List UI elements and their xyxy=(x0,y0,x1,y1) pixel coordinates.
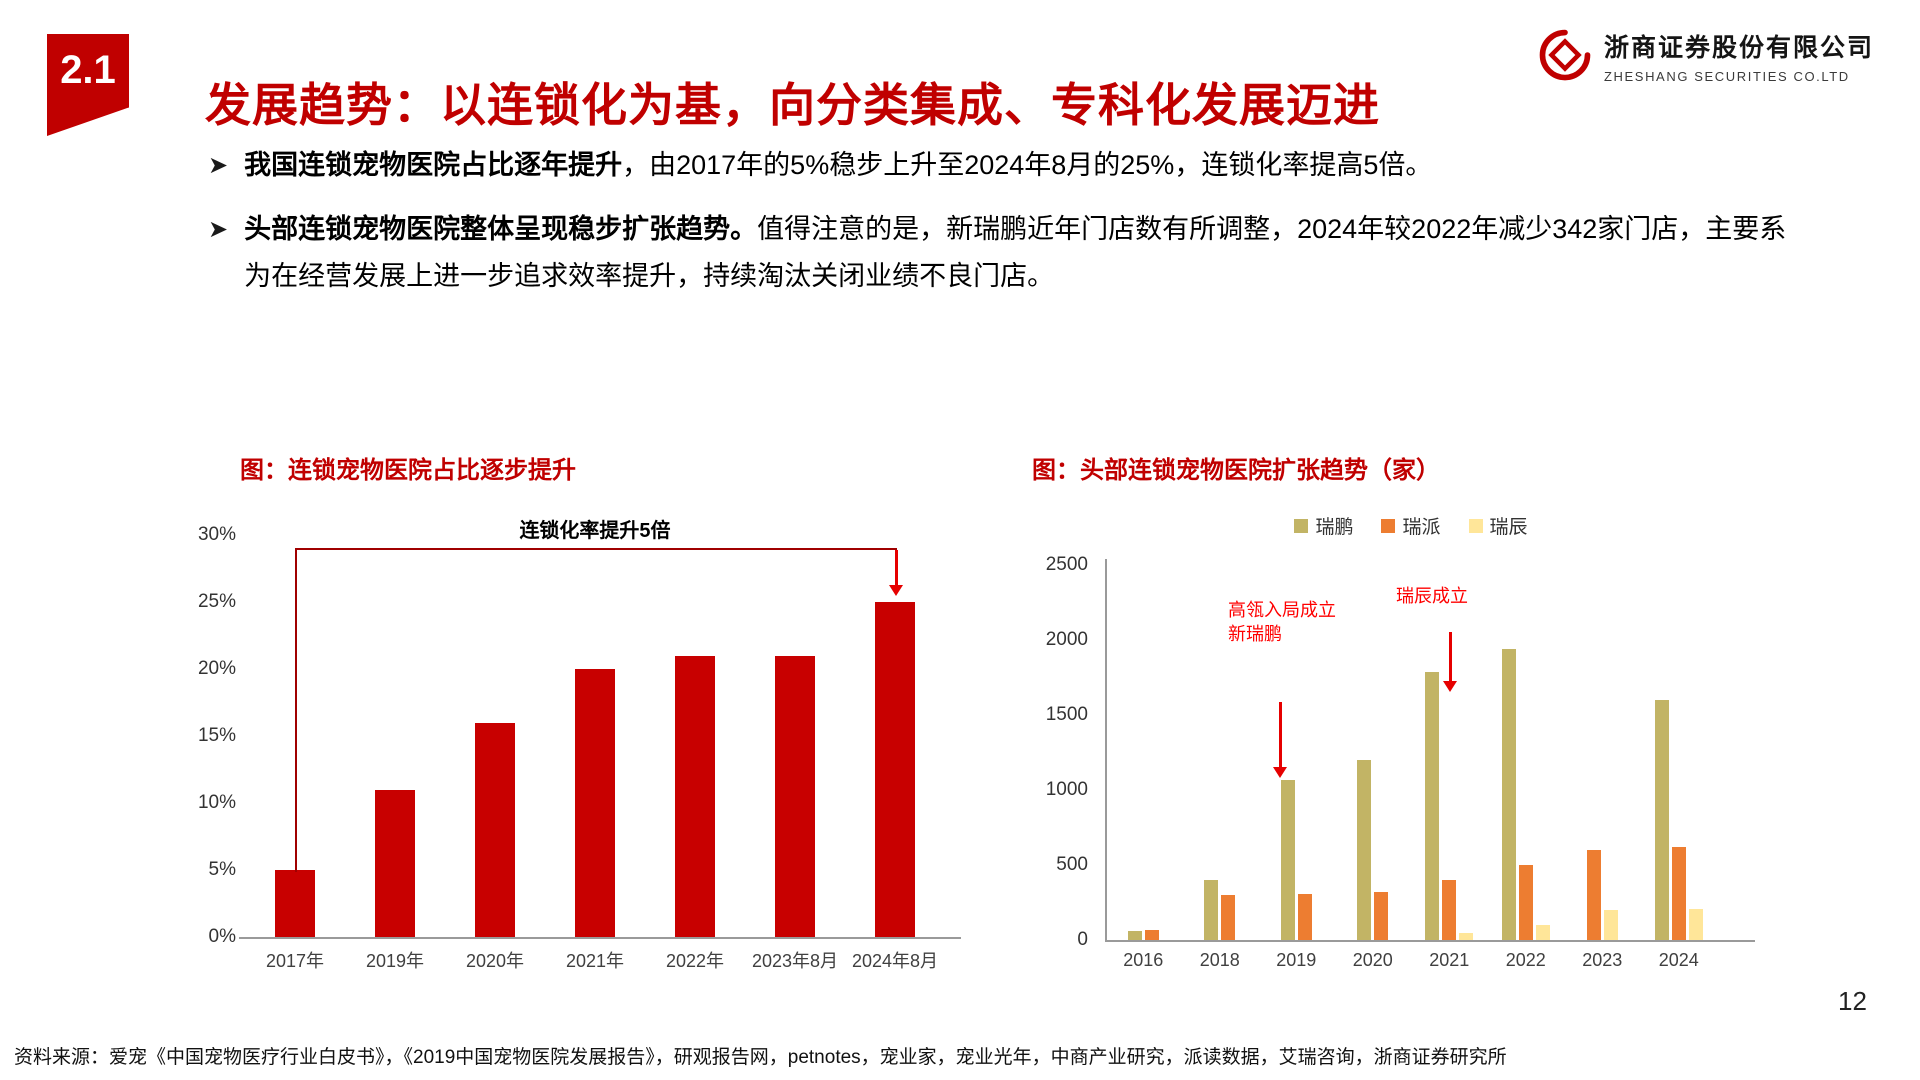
legend-swatch-icon xyxy=(1468,518,1483,533)
y-axis-label: 2000 xyxy=(1045,629,1088,650)
bar xyxy=(1280,779,1295,940)
y-axis-line xyxy=(1105,559,1107,942)
x-axis-label: 2023 xyxy=(1582,950,1623,970)
x-axis-label: 2017年 xyxy=(265,951,325,971)
bullet-arrow-icon: ➤ xyxy=(208,152,229,179)
bullet-text: 头部连锁宠物医院整体呈现稳步扩张趋势。值得注意的是，新瑞鹏近年门店数有所调整，2… xyxy=(244,206,1808,301)
bullet-rest-text: 值得注意的是，新瑞鹏近年门店数有所调整，2024年较2022年减少342家门店，… xyxy=(244,214,1787,292)
bullet-item-1: ➤ 我国连锁宠物医院占比逐年提升，由2017年的5%稳步上升至2024年8月的2… xyxy=(208,142,1808,190)
y-axis-label: 20% xyxy=(197,658,236,679)
x-axis-label: 2019 xyxy=(1276,950,1317,970)
y-axis-label: 0 xyxy=(1077,929,1088,950)
bar xyxy=(375,789,415,937)
y-axis-label: 0% xyxy=(208,926,236,947)
legend-item: 瑞辰 xyxy=(1468,512,1528,539)
annotation-gaoling: 高瓴入局成立 新瑞鹏 xyxy=(1228,600,1336,645)
x-axis-label: 2016 xyxy=(1123,950,1164,970)
y-axis-label: 10% xyxy=(197,792,236,813)
bar xyxy=(1654,700,1669,940)
page-number: 12 xyxy=(1838,986,1867,1016)
y-axis-label: 2500 xyxy=(1045,554,1088,575)
y-axis-label: 15% xyxy=(197,725,236,746)
y-axis-label: 5% xyxy=(208,859,236,880)
bullet-item-2: ➤ 头部连锁宠物医院整体呈现稳步扩张趋势。值得注意的是，新瑞鹏近年门店数有所调整… xyxy=(208,206,1808,301)
bullet-bold-text: 我国连锁宠物医院占比逐年提升 xyxy=(244,150,623,180)
x-axis-label: 2021年 xyxy=(565,951,625,971)
bar xyxy=(775,655,815,937)
company-name-block: 浙商证券股份有限公司 ZHESHANG SECURITIES CO.LTD xyxy=(1604,28,1874,84)
x-axis-label: 2022年 xyxy=(665,951,725,971)
annotation-bracket xyxy=(295,548,897,872)
legend-item: 瑞派 xyxy=(1381,512,1441,539)
x-axis-label: 2024年8月 xyxy=(851,951,939,971)
bar xyxy=(675,655,715,937)
bar xyxy=(1357,760,1372,940)
bar xyxy=(1459,932,1474,940)
chart-legend: 瑞鹏 瑞派 瑞辰 xyxy=(1105,512,1717,539)
y-axis-label: 1500 xyxy=(1045,704,1088,725)
legend-label: 瑞辰 xyxy=(1489,517,1528,538)
x-axis-line xyxy=(239,937,961,939)
bar xyxy=(1442,880,1457,940)
y-axis-label: 25% xyxy=(197,591,236,612)
x-axis-label: 2019年 xyxy=(365,951,425,971)
x-axis-label: 2018 xyxy=(1199,950,1240,970)
chart-annotation-label: 连锁化率提升5倍 xyxy=(519,520,671,542)
bullet-arrow-icon: ➤ xyxy=(208,216,229,243)
bar xyxy=(1501,649,1516,940)
annotation-ruichen: 瑞辰成立 xyxy=(1396,586,1468,606)
legend-label: 瑞派 xyxy=(1402,517,1441,538)
y-axis-label: 500 xyxy=(1056,854,1088,875)
zheshang-logo-icon xyxy=(1539,29,1591,81)
right-chart-title: 图：头部连锁宠物医院扩张趋势（家） xyxy=(1032,457,1440,484)
bar xyxy=(1204,880,1219,940)
bar xyxy=(1297,893,1312,940)
down-arrow-icon xyxy=(1443,632,1457,692)
bullet-rest-text: ，由2017年的5%稳步上升至2024年8月的25%，连锁化率提高5倍。 xyxy=(622,150,1433,180)
chart-hospital-expansion: 图：头部连锁宠物医院扩张趋势（家） 瑞鹏 瑞派 瑞辰 高瓴入局成立 新瑞鹏 瑞辰成立… xyxy=(1030,450,1830,1010)
company-name-en: ZHESHANG SECURITIES CO.LTD xyxy=(1604,69,1850,84)
bar xyxy=(1374,892,1389,940)
x-axis-label: 2021 xyxy=(1429,950,1470,970)
bar xyxy=(475,722,515,937)
bar xyxy=(1671,847,1686,940)
bar xyxy=(1127,931,1142,940)
section-badge: 2.1 xyxy=(47,34,129,136)
x-axis-line xyxy=(1105,940,1755,942)
x-axis-label: 2020年 xyxy=(465,951,525,971)
y-axis-label: 1000 xyxy=(1045,779,1088,800)
bar xyxy=(875,602,915,937)
bar xyxy=(1518,865,1533,940)
chart-chain-ratio: 图：连锁宠物医院占比逐步提升 连锁化率提升5倍 0% 5% 10% 15% 20% 25%… xyxy=(190,450,1000,1010)
left-chart-title: 图：连锁宠物医院占比逐步提升 xyxy=(240,457,576,484)
bar xyxy=(275,870,315,937)
y-axis-label: 30% xyxy=(197,524,236,545)
page-title: 发展趋势：以连锁化为基，向分类集成、专科化发展迈进 xyxy=(205,78,1380,131)
bar xyxy=(575,669,615,937)
x-axis-label: 2023年8月 xyxy=(751,951,839,971)
bullet-list: ➤ 我国连锁宠物医院占比逐年提升，由2017年的5%稳步上升至2024年8月的2… xyxy=(208,142,1808,317)
x-axis-label: 2020 xyxy=(1352,950,1393,970)
bar xyxy=(1688,908,1703,940)
bullet-text: 我国连锁宠物医院占比逐年提升，由2017年的5%稳步上升至2024年8月的25%… xyxy=(244,142,1432,190)
down-arrow-icon xyxy=(1273,702,1287,778)
company-name-cn: 浙商证券股份有限公司 xyxy=(1604,34,1875,62)
bar xyxy=(1144,929,1159,940)
bar xyxy=(1425,671,1440,940)
legend-swatch-icon xyxy=(1381,518,1396,533)
source-note: 资料来源：爱宠《中国宠物医疗行业白皮书》，《2019中国宠物医院发展报告》，研观… xyxy=(14,1047,1507,1068)
bullet-bold-text: 头部连锁宠物医院整体呈现稳步扩张趋势。 xyxy=(244,214,758,244)
bar xyxy=(1586,850,1601,940)
x-axis-label: 2024 xyxy=(1658,950,1699,970)
company-logo: 浙商证券股份有限公司 ZHESHANG SECURITIES CO.LTD xyxy=(1538,28,1874,84)
x-axis-label: 2022 xyxy=(1505,950,1546,970)
bar xyxy=(1535,925,1550,940)
bar xyxy=(1221,895,1236,940)
legend-item: 瑞鹏 xyxy=(1294,512,1353,539)
legend-swatch-icon xyxy=(1294,518,1309,533)
bar xyxy=(1603,910,1618,940)
legend-label: 瑞鹏 xyxy=(1315,517,1354,538)
down-arrow-icon xyxy=(889,550,903,596)
